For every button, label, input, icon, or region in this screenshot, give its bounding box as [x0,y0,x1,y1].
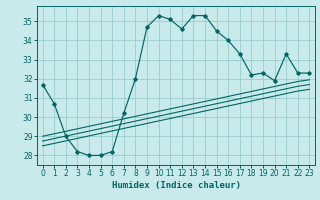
X-axis label: Humidex (Indice chaleur): Humidex (Indice chaleur) [111,181,241,190]
